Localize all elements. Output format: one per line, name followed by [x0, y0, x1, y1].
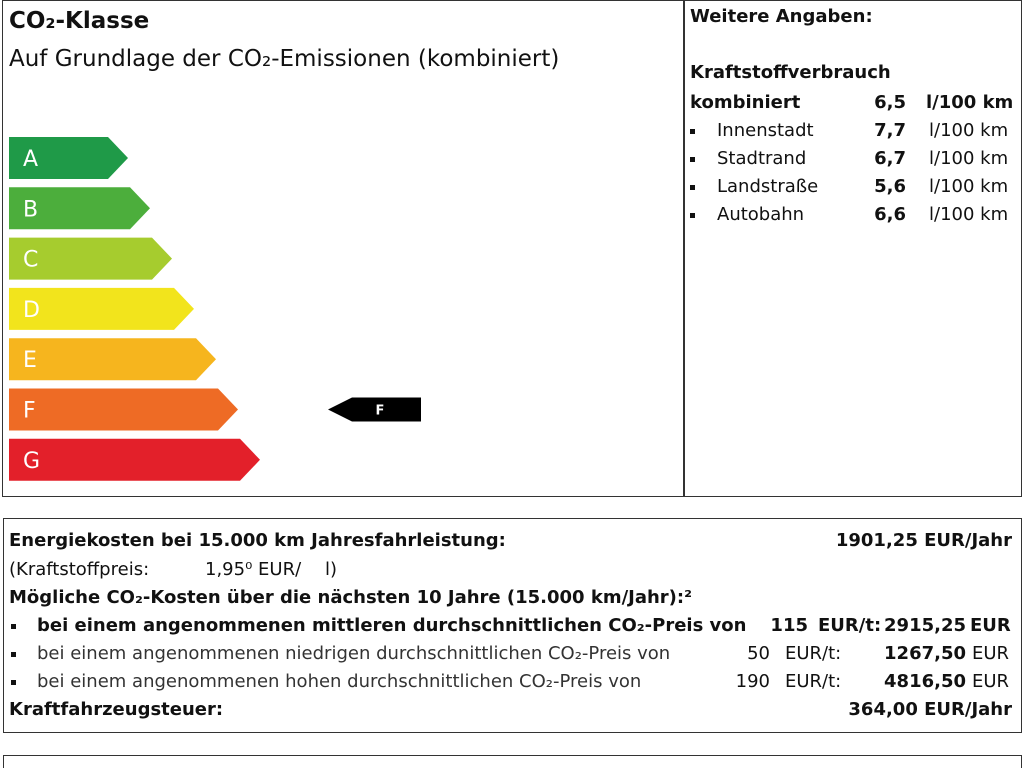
class-label: E: [23, 348, 37, 373]
bullet: [690, 129, 695, 134]
class-label: D: [23, 298, 40, 323]
tax-value: 364,00 EUR/Jahr: [848, 699, 1012, 720]
fuel-value: 1,95⁰ EUR/: [205, 559, 302, 580]
class-arrow: [9, 338, 216, 381]
bullet: [11, 624, 16, 629]
title: CO₂-Klasse: [9, 8, 150, 34]
detail-unit: l/100 km: [929, 176, 1009, 197]
divider: [683, 0, 685, 497]
co2-row-text: bei einem angenommenen hohen durchschnit…: [37, 671, 642, 692]
footer-box: [3, 755, 1022, 768]
detail-value: 5,6: [874, 176, 906, 197]
detail-value: 6,6: [874, 204, 906, 225]
energy-value: 1901,25 EUR/Jahr: [835, 530, 1012, 551]
bullet: [690, 213, 695, 218]
label-box: [2, 0, 1022, 497]
class-arrow: [9, 187, 150, 230]
co2-price: 190: [735, 671, 770, 692]
bullet: [690, 185, 695, 190]
co2-heading: Mögliche CO₂-Kosten über die nächsten 10…: [9, 587, 692, 608]
detail-value: 6,7: [874, 148, 906, 169]
co2-price: 50: [747, 643, 770, 664]
co2-amount: 1267,50: [884, 643, 966, 664]
class-arrow: [9, 237, 172, 280]
detail-label: Landstraße: [717, 176, 819, 197]
co2-currency: EUR: [970, 615, 1011, 636]
detail-label: Autobahn: [717, 204, 805, 225]
co2-unit: EUR/t:: [785, 671, 842, 692]
subtitle: Auf Grundlage der CO₂-Emissionen (kombin…: [9, 46, 560, 72]
detail-unit: l/100 km: [929, 148, 1009, 169]
current-class-arrow: [328, 397, 421, 422]
co2-currency: EUR: [972, 671, 1010, 692]
co2-price: 115: [770, 615, 808, 636]
tax-label: Kraftfahrzeugsteuer:: [9, 699, 224, 720]
class-label: F: [23, 399, 36, 424]
class-arrow: [9, 388, 238, 431]
costs-box: [3, 518, 1022, 733]
fuel-label: (Kraftstoffpreis:: [9, 559, 150, 580]
bullet: [11, 680, 16, 685]
bullet: [11, 652, 16, 657]
fuel-unit: l): [325, 559, 338, 580]
class-arrow: [9, 137, 128, 179]
co2-unit: EUR/t:: [785, 643, 842, 664]
bullet: [690, 157, 695, 162]
detail-label: kombiniert: [690, 92, 801, 113]
class-label: B: [23, 197, 38, 222]
detail-unit: l/100 km: [926, 92, 1014, 113]
class-label: A: [23, 147, 38, 172]
co2-currency: EUR: [972, 643, 1010, 664]
detail-unit: l/100 km: [929, 120, 1009, 141]
current-class-label: F: [376, 404, 385, 419]
detail-label: Stadtrand: [717, 148, 807, 169]
details-subheading: Kraftstoffverbrauch: [690, 62, 891, 83]
class-arrow: [9, 438, 260, 481]
co2-amount: 4816,50: [884, 671, 966, 692]
co2-amount: 2915,25: [884, 615, 966, 636]
energy-label: Energiekosten bei 15.000 km Jahresfahrle…: [9, 530, 506, 551]
detail-value: 7,7: [874, 120, 906, 141]
class-arrow: [9, 287, 194, 330]
co2-row-text: bei einem angenommenen mittleren durchsc…: [37, 615, 747, 636]
detail-unit: l/100 km: [929, 204, 1009, 225]
co2-row-text: bei einem angenommenen niedrigen durchsc…: [37, 643, 671, 664]
detail-value: 6,5: [874, 92, 906, 113]
details-heading: Weitere Angaben:: [690, 6, 873, 27]
class-label: C: [23, 248, 38, 273]
detail-label: Innenstadt: [717, 120, 814, 141]
class-label: G: [23, 449, 40, 474]
co2-unit: EUR/t:: [818, 615, 882, 636]
